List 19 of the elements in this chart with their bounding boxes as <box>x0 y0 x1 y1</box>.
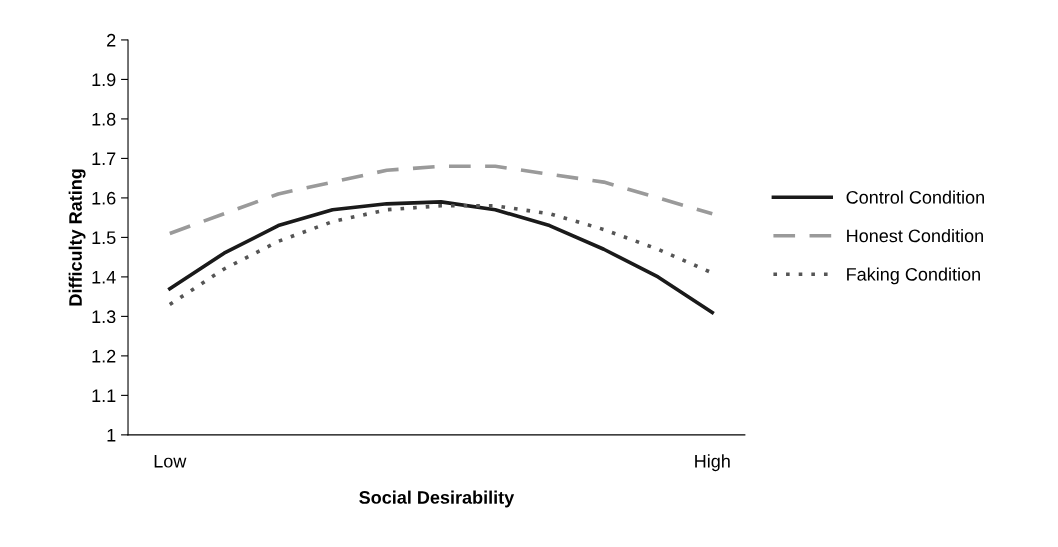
y-tick-label: 1.5 <box>92 231 116 245</box>
y-tick-label: 1 <box>107 428 116 442</box>
y-tick-label: 1.2 <box>92 349 116 363</box>
y-tick-label: 1.4 <box>92 271 116 284</box>
y-tick-label: 2 <box>107 33 116 47</box>
x-tick-label: High <box>695 454 730 472</box>
x-tick-label: Low <box>154 454 187 468</box>
legend-label: Faking Condition <box>847 267 980 285</box>
x-axis-title: Social Desirability <box>359 490 515 508</box>
y-tick-label: 1.6 <box>92 191 116 205</box>
y-tick-label: 1.8 <box>92 112 116 126</box>
legend-label: Control Condition <box>846 190 984 204</box>
y-tick-label: 1.9 <box>92 73 116 87</box>
line-series <box>167 164 715 236</box>
legend-label: Honest Condition <box>847 228 983 243</box>
y-tick-label: 1.3 <box>92 310 116 324</box>
y-tick-label: 1.1 <box>92 389 116 402</box>
y-tick-label: 1.7 <box>92 152 116 165</box>
y-axis-title: Difficulty Rating <box>68 169 86 306</box>
